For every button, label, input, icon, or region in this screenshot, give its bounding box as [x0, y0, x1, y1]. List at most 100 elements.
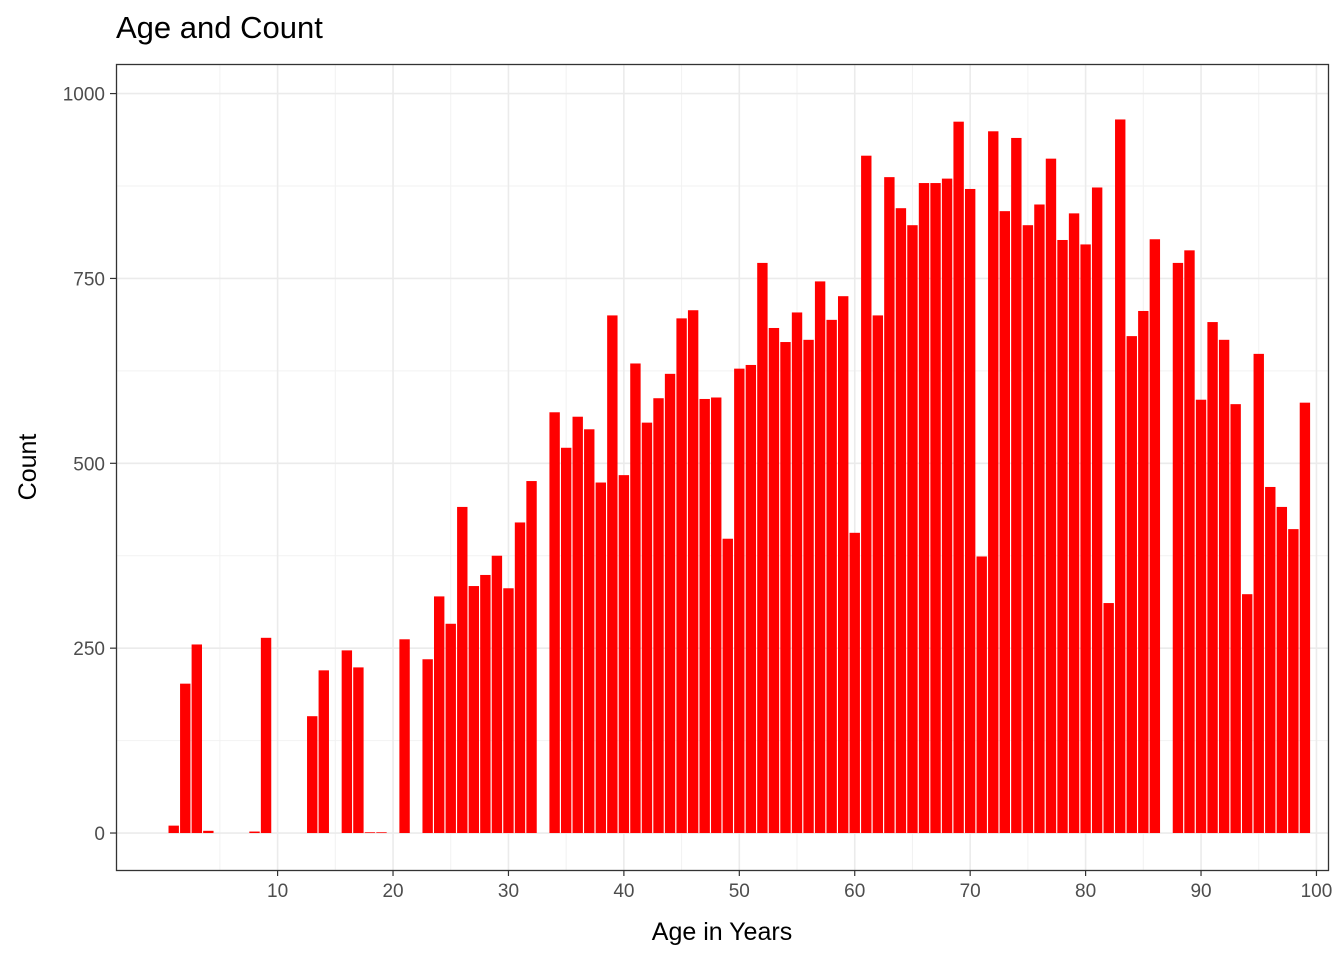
x-tick-label: 20	[382, 881, 403, 902]
bar	[549, 412, 560, 834]
bar	[757, 262, 768, 834]
bar	[964, 188, 976, 834]
bar	[1218, 339, 1230, 834]
bar	[618, 475, 630, 834]
bar	[861, 155, 872, 834]
bar	[884, 177, 895, 834]
bar	[803, 339, 814, 834]
bar	[376, 832, 387, 834]
bar	[664, 373, 676, 834]
bar	[711, 397, 722, 834]
bar	[584, 429, 595, 834]
bar	[191, 644, 202, 834]
bar	[1103, 603, 1114, 834]
bar	[399, 639, 410, 834]
bar	[1149, 239, 1161, 834]
bar	[722, 538, 733, 834]
bar	[918, 183, 930, 834]
bar	[1011, 137, 1022, 834]
bar	[653, 398, 664, 834]
panel-border	[115, 63, 1330, 872]
bar	[849, 532, 860, 834]
bar	[1080, 244, 1091, 834]
bar	[260, 637, 272, 834]
bar	[1253, 353, 1264, 834]
bar	[180, 683, 191, 834]
x-tick-label: 10	[267, 881, 288, 902]
bar	[814, 281, 826, 834]
bar	[1299, 402, 1311, 834]
bar	[1195, 399, 1207, 834]
x-tick-label: 80	[1075, 881, 1096, 902]
bar	[676, 318, 687, 834]
bar	[745, 364, 757, 834]
bar	[572, 416, 583, 834]
bar	[560, 447, 572, 834]
bar	[445, 623, 456, 834]
bar	[907, 225, 918, 834]
x-tick-label: 60	[844, 881, 865, 902]
bar	[307, 716, 318, 834]
bar	[953, 121, 964, 834]
bar	[341, 650, 353, 834]
bar	[1138, 310, 1149, 834]
x-tick-label: 50	[729, 881, 750, 902]
y-tick-label: 750	[73, 269, 105, 290]
x-tick-label: 70	[960, 881, 981, 902]
x-axis-title: Age in Years	[652, 918, 792, 946]
bar	[734, 368, 745, 834]
bar	[826, 319, 837, 834]
bar	[1230, 404, 1241, 834]
bar	[364, 832, 376, 834]
bar	[1068, 213, 1080, 834]
bar	[1126, 336, 1137, 834]
bar	[168, 825, 179, 834]
bar	[434, 596, 445, 834]
bar	[607, 315, 618, 834]
bar	[422, 659, 433, 834]
bar	[353, 667, 364, 834]
bar	[491, 555, 503, 834]
bar	[1115, 119, 1126, 834]
x-tick-label: 90	[1190, 881, 1211, 902]
bar	[838, 296, 849, 834]
bar	[1207, 322, 1218, 834]
bar	[976, 556, 987, 834]
bar	[203, 830, 214, 834]
bar	[791, 312, 803, 834]
bar	[999, 211, 1010, 834]
bar	[457, 506, 468, 834]
bar	[687, 310, 699, 834]
bar	[1034, 204, 1045, 834]
bar	[941, 178, 953, 834]
bar	[1184, 250, 1195, 834]
bar	[1057, 239, 1068, 834]
chart-title: Age and Count	[116, 10, 323, 45]
bar	[930, 183, 941, 834]
bar	[1276, 506, 1288, 834]
bar	[1172, 262, 1184, 834]
y-axis-title: Count	[14, 434, 42, 501]
x-tick-label: 100	[1301, 881, 1333, 902]
bar	[1242, 594, 1253, 834]
y-tick-label: 250	[73, 639, 105, 660]
bar	[780, 342, 791, 834]
bar	[503, 588, 514, 834]
y-tick-label: 500	[73, 454, 105, 475]
bar	[1091, 187, 1103, 834]
y-tick-label: 0	[94, 824, 105, 845]
bar	[895, 208, 907, 834]
bar	[872, 315, 884, 834]
bar	[988, 131, 999, 834]
bar	[249, 831, 260, 834]
bar	[468, 586, 480, 834]
bar	[514, 522, 526, 834]
bar	[1265, 486, 1276, 834]
bar	[630, 363, 641, 834]
bar	[1022, 225, 1034, 834]
x-tick-label: 30	[498, 881, 519, 902]
bar	[768, 327, 780, 834]
bars	[168, 119, 1311, 834]
bar	[595, 482, 606, 834]
